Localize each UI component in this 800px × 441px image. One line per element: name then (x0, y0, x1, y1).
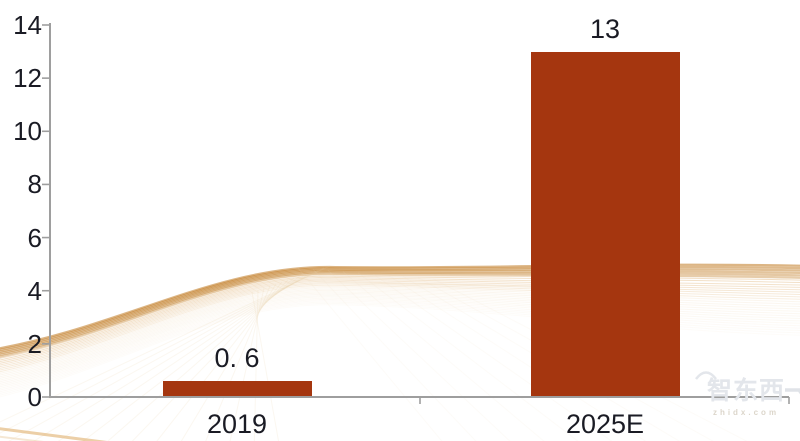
watermark-logo-row: 智东西 (686, 371, 800, 407)
zhidx-watermark: 智东西 zhidx.com (686, 371, 800, 417)
y-axis-label: 14 (13, 10, 42, 40)
swoosh-line (156, 281, 283, 441)
swoosh-line (0, 427, 108, 441)
swoosh-line (372, 273, 613, 441)
y-axis-label: 12 (13, 63, 42, 94)
swoosh-line (0, 435, 44, 441)
swoosh-line (0, 265, 331, 423)
swoosh-line (205, 285, 271, 441)
y-axis-label: 2 (27, 328, 42, 359)
swoosh-line (229, 287, 265, 441)
y-axis-label: 8 (27, 169, 42, 200)
y-axis-label: 4 (27, 275, 42, 306)
swoosh-line (180, 283, 277, 441)
x-axis-label-2025e: 2025E (565, 409, 645, 439)
swoosh-line (253, 289, 259, 441)
swoosh-line (131, 279, 289, 441)
data-label-2025e: 13 (589, 13, 621, 44)
swoosh-line (107, 277, 295, 441)
watermark-hook-icon (785, 388, 800, 395)
watermark-wifi-arc-icon (695, 371, 717, 380)
swoosh-line (0, 267, 325, 434)
y-axis-label: 10 (13, 116, 42, 147)
swoosh-line (82, 275, 301, 441)
data-label-2019: 0. 6 (214, 343, 260, 374)
watermark-logo-text: 智东西 (706, 377, 785, 405)
swoosh-line (357, 272, 579, 441)
y-axis-label: 6 (27, 222, 42, 253)
x-axis-label-2019: 2019 (206, 409, 268, 439)
swoosh-line (57, 273, 307, 441)
swoosh-line (8, 269, 319, 441)
bar-2025e (530, 51, 680, 396)
swoosh-line (251, 291, 280, 441)
swoosh-line (33, 271, 313, 441)
swoosh-line (342, 271, 545, 441)
watermark-domain-text: zhidx.com (712, 408, 780, 417)
y-axis-label: 0 (27, 382, 42, 412)
bar-2019 (162, 381, 312, 396)
